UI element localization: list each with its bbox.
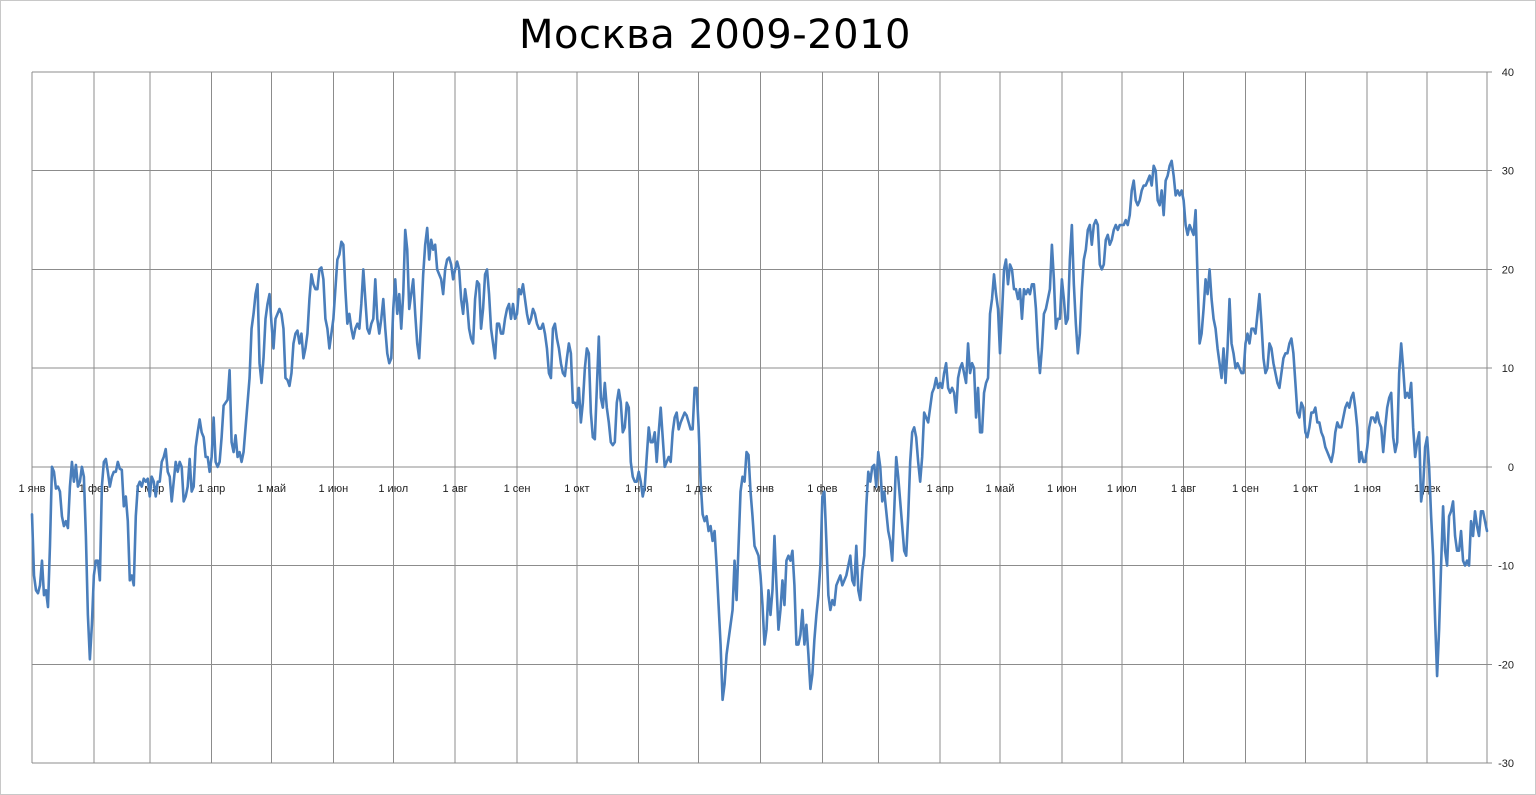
x-tick-label: 1 окт: [564, 483, 589, 495]
x-tick-label: 1 сен: [504, 483, 531, 495]
x-tick-label: 1 янв: [18, 483, 45, 495]
x-tick-label: 1 авг: [1171, 483, 1196, 495]
y-tick-label: 10: [1502, 363, 1514, 375]
x-tick-label: 1 июн: [1047, 483, 1077, 495]
x-tick-label: 1 дек: [685, 483, 712, 495]
y-tick-label: 30: [1502, 166, 1514, 178]
x-tick-label: 1 янв: [747, 483, 774, 495]
x-axis-tick-labels: 1 янв 1 фев 1 мар 1 апр 1 май 1 июн 1 июл 1 авг…: [18, 483, 1440, 495]
y-tick-label: 0: [1508, 462, 1514, 474]
chart-title: Москва 2009-2010: [519, 12, 911, 58]
x-tick-label: 1 авг: [443, 483, 468, 495]
x-tick-label: 1 апр: [198, 483, 225, 495]
x-tick-label: 1 июн: [319, 483, 349, 495]
y-tick-label: 40: [1502, 67, 1514, 79]
x-tick-label: 1 май: [257, 483, 286, 495]
x-tick-label: 1 окт: [1293, 483, 1318, 495]
horizontal-gridlines: [31, 71, 1492, 764]
x-tick-label: 1 май: [986, 483, 1015, 495]
x-tick-label: 1 ноя: [1354, 483, 1381, 495]
y-tick-label: -20: [1498, 659, 1514, 671]
x-tick-label: 1 фев: [807, 483, 837, 495]
y-tick-label: -10: [1498, 561, 1514, 573]
x-tick-label: 1 июл: [378, 483, 408, 495]
x-tick-label: 1 ноя: [625, 483, 652, 495]
series-layer: [30, 159, 1489, 702]
x-tick-label: 1 дек: [1414, 483, 1441, 495]
y-tick-label: -30: [1498, 758, 1514, 770]
x-tick-label: 1 июл: [1107, 483, 1137, 495]
x-tick-label: 1 сен: [1232, 483, 1259, 495]
vertical-gridlines: [31, 72, 1428, 763]
temperature-series-line: [30, 159, 1489, 702]
x-tick-label: 1 апр: [926, 483, 953, 495]
y-tick-label: 20: [1502, 264, 1514, 276]
y-axis-tick-labels: -30 -20 -10 0 10 20 30 40: [1498, 67, 1514, 770]
